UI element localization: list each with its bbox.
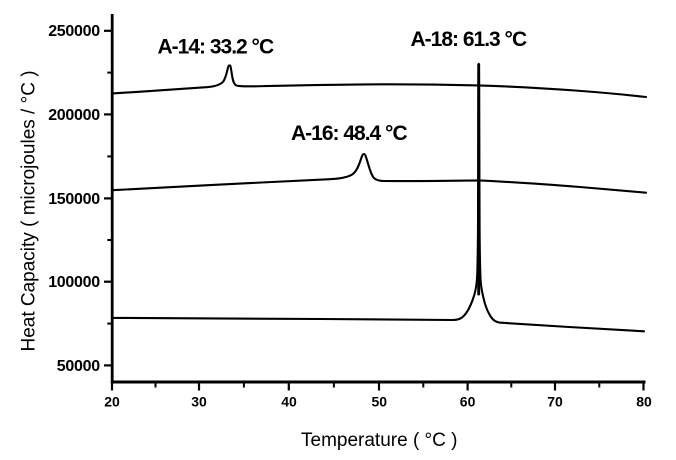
svg-text:100000: 100000 (48, 274, 100, 291)
svg-text:80: 80 (636, 394, 652, 410)
svg-text:20: 20 (104, 394, 120, 410)
svg-text:50: 50 (372, 394, 388, 410)
svg-text:Heat Capacity ( microjoules /: Heat Capacity ( microjoules / °C ) (19, 70, 40, 351)
svg-text:50000: 50000 (57, 358, 100, 375)
svg-text:200000: 200000 (48, 107, 100, 124)
svg-text:60: 60 (460, 394, 476, 410)
svg-text:30: 30 (191, 394, 207, 410)
svg-text:70: 70 (547, 394, 563, 410)
svg-text:250000: 250000 (48, 23, 100, 40)
svg-text:A-16: 48.4 °C: A-16: 48.4 °C (291, 122, 407, 145)
svg-text:A-14: 33.2 °C: A-14: 33.2 °C (158, 36, 274, 59)
svg-text:40: 40 (281, 394, 297, 410)
svg-text:Temperature ( °C ): Temperature ( °C ) (301, 430, 457, 451)
svg-text:A-18: 61.3 °C: A-18: 61.3 °C (411, 28, 527, 51)
svg-text:150000: 150000 (48, 191, 100, 208)
